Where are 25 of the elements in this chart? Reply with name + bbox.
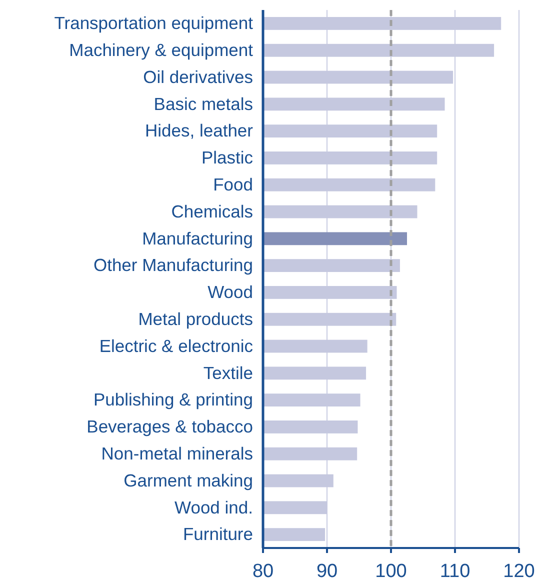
y-tick-label: Transportation equipment — [54, 13, 254, 34]
y-tick-label: Metal products — [138, 308, 254, 329]
x-tick-label: 120 — [503, 560, 535, 582]
y-tick-label: Garment making — [124, 470, 253, 490]
y-tick-label: Hides, leather — [145, 120, 254, 141]
y-tick-label: Non-metal minerals — [101, 443, 254, 464]
y-tick-label: Basic metals — [154, 94, 254, 114]
y-tick-label: Electric & electronic — [99, 336, 254, 356]
x-tick-label: 80 — [252, 560, 274, 582]
y-tick-label: Machinery & equipment — [69, 40, 254, 60]
y-tick-label: Chemicals — [171, 201, 254, 222]
x-tick-label: 90 — [316, 560, 338, 582]
y-tick-label: Beverages & tobacco — [86, 416, 253, 437]
y-tick-label: Manufacturing — [142, 228, 253, 248]
y-tick-label: Plastic — [201, 148, 254, 168]
y-tick-label: Wood ind. — [174, 497, 253, 518]
y-tick-label: Oil derivatives — [143, 66, 254, 87]
y-tick-label: Furniture — [182, 524, 253, 544]
x-tick-label: 100 — [375, 560, 407, 582]
y-tick-label: Textile — [203, 362, 253, 383]
x-tick-label: 110 — [440, 560, 470, 582]
y-tick-label: Wood — [208, 282, 253, 302]
y-tick-label: Publishing & printing — [93, 390, 253, 410]
y-tick-label: Food — [213, 174, 253, 194]
y-tick-label: Other Manufacturing — [93, 255, 253, 276]
